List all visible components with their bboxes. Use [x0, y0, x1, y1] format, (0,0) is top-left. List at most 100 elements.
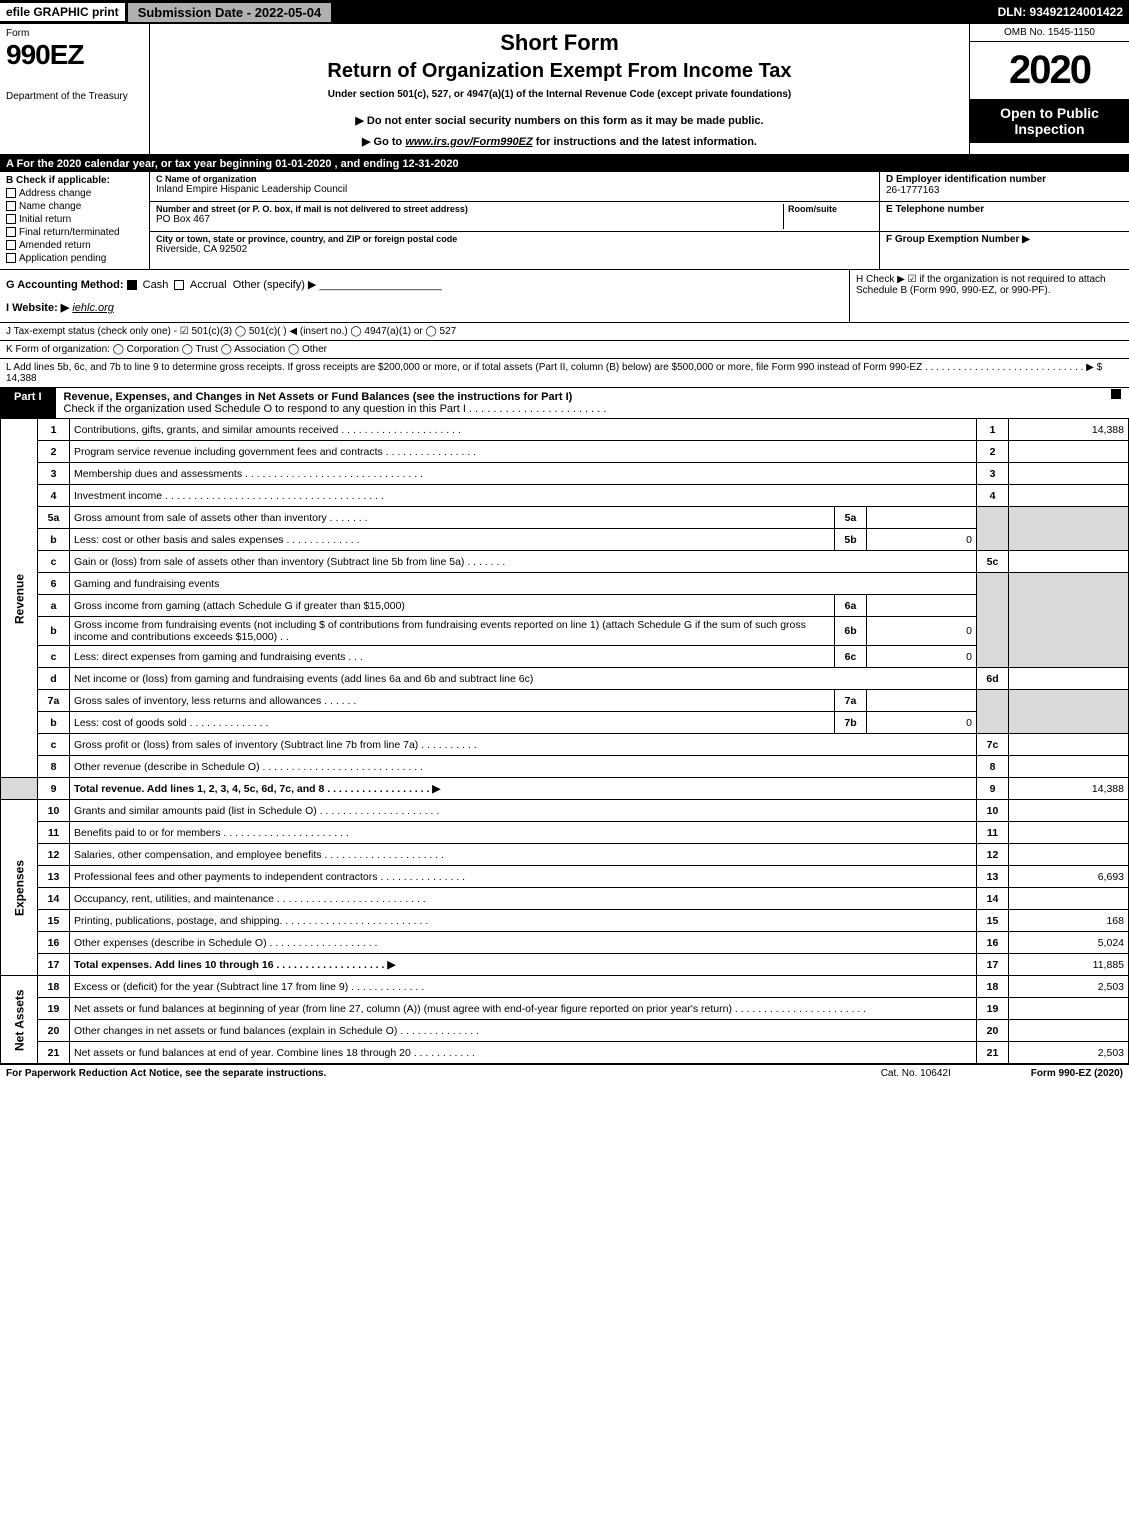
revenue-vert-label: Revenue [1, 419, 38, 778]
submission-date: Submission Date - 2022-05-04 [128, 3, 332, 22]
line-5c: cGain or (loss) from sale of assets othe… [1, 551, 1129, 573]
line-7c: cGross profit or (loss) from sales of in… [1, 734, 1129, 756]
footer-left: For Paperwork Reduction Act Notice, see … [6, 1068, 881, 1079]
line-6c: cLess: direct expenses from gaming and f… [1, 646, 1129, 668]
line-6a: aGross income from gaming (attach Schedu… [1, 595, 1129, 617]
line-3: 3Membership dues and assessments . . . .… [1, 463, 1129, 485]
room-label: Room/suite [788, 204, 873, 214]
addr-label: Number and street (or P. O. box, if mail… [156, 204, 783, 214]
row-l: L Add lines 5b, 6c, and 7b to line 9 to … [0, 359, 1129, 388]
line-5b: bLess: cost or other basis and sales exp… [1, 529, 1129, 551]
line-13: 13Professional fees and other payments t… [1, 866, 1129, 888]
line-6: 6Gaming and fundraising events [1, 573, 1129, 595]
line-15: 15Printing, publications, postage, and s… [1, 910, 1129, 932]
city-value: Riverside, CA 92502 [156, 244, 873, 255]
goto-pre: ▶ Go to [362, 136, 405, 148]
line-8: 8Other revenue (describe in Schedule O) … [1, 756, 1129, 778]
form-number: 990EZ [6, 39, 143, 71]
omb-number: OMB No. 1545-1150 [970, 24, 1129, 42]
checkbox-icon[interactable] [6, 214, 16, 224]
col-b-right: D Employer identification number 26-1777… [879, 172, 1129, 269]
checkbox-cash-icon[interactable] [127, 280, 137, 290]
open-public: Open to Public Inspection [970, 99, 1129, 143]
part1-checkbox[interactable] [1105, 388, 1129, 418]
part1-label: Part I [0, 388, 56, 418]
goto-post: for instructions and the latest informat… [533, 136, 757, 148]
footer-mid: Cat. No. 10642I [881, 1068, 951, 1079]
goto-link[interactable]: www.irs.gov/Form990EZ [405, 136, 532, 148]
line-21: 21Net assets or fund balances at end of … [1, 1042, 1129, 1064]
e-phone-block: E Telephone number [880, 202, 1129, 232]
dept-treasury: Department of the Treasury [6, 91, 143, 102]
f-label: F Group Exemption Number ▶ [886, 234, 1123, 245]
top-bar: efile GRAPHIC print Submission Date - 20… [0, 0, 1129, 24]
row-k: K Form of organization: ◯ Corporation ◯ … [0, 341, 1129, 359]
checkbox-icon[interactable] [6, 201, 16, 211]
part1-line-table: Revenue 1 Contributions, gifts, grants, … [0, 418, 1129, 1064]
part1-check-note: Check if the organization used Schedule … [64, 403, 607, 415]
line-6b: bGross income from fundraising events (n… [1, 617, 1129, 646]
footer-right: Form 990-EZ (2020) [1031, 1068, 1123, 1079]
line-6d: dNet income or (loss) from gaming and fu… [1, 668, 1129, 690]
line-a-bar: A For the 2020 calendar year, or tax yea… [0, 156, 1129, 172]
checkbox-icon[interactable] [6, 188, 16, 198]
expenses-vert-label: Expenses [1, 800, 38, 976]
line-7b: bLess: cost of goods sold . . . . . . . … [1, 712, 1129, 734]
form-word: Form [6, 28, 143, 39]
line-9: 9Total revenue. Add lines 1, 2, 3, 4, 5c… [1, 778, 1129, 800]
c-label: C Name of organization [156, 174, 873, 184]
section-b-block: B Check if applicable: Address change Na… [0, 172, 1129, 270]
return-title: Return of Organization Exempt From Incom… [156, 60, 963, 83]
ein-value: 26-1777163 [886, 185, 1123, 196]
line-4: 4Investment income . . . . . . . . . . .… [1, 485, 1129, 507]
row-l-text: L Add lines 5b, 6c, and 7b to line 9 to … [6, 362, 1094, 373]
netassets-vert-label: Net Assets [1, 976, 38, 1064]
line-19: 19Net assets or fund balances at beginni… [1, 998, 1129, 1020]
line-20: 20Other changes in net assets or fund ba… [1, 1020, 1129, 1042]
checkbox-icon[interactable] [6, 240, 16, 250]
f-group-block: F Group Exemption Number ▶ [880, 232, 1129, 262]
row-h: H Check ▶ ☑ if the organization is not r… [849, 270, 1129, 322]
part1-header: Part I Revenue, Expenses, and Changes in… [0, 388, 1129, 418]
short-form-title: Short Form [156, 30, 963, 56]
check-amended-return[interactable]: Amended return [6, 240, 143, 251]
page-footer: For Paperwork Reduction Act Notice, see … [0, 1064, 1129, 1082]
addr-block: Number and street (or P. O. box, if mail… [150, 202, 879, 232]
addr-value: PO Box 467 [156, 214, 783, 225]
city-label: City or town, state or province, country… [156, 234, 873, 244]
checkbox-accrual-icon[interactable] [174, 280, 184, 290]
row-j: J Tax-exempt status (check only one) - ☑… [0, 323, 1129, 341]
g-label: G Accounting Method: [6, 279, 124, 291]
check-name-change[interactable]: Name change [6, 201, 143, 212]
efile-label: efile GRAPHIC print [0, 3, 125, 21]
checkbox-icon[interactable] [6, 227, 16, 237]
line-17: 17Total expenses. Add lines 10 through 1… [1, 954, 1129, 976]
line-16: 16Other expenses (describe in Schedule O… [1, 932, 1129, 954]
check-application-pending[interactable]: Application pending [6, 253, 143, 264]
org-name: Inland Empire Hispanic Leadership Counci… [156, 184, 873, 195]
col-b-mid: C Name of organization Inland Empire His… [150, 172, 879, 269]
checkbox-icon[interactable] [6, 253, 16, 263]
i-label: I Website: ▶ [6, 302, 69, 314]
line-11: 11Benefits paid to or for members . . . … [1, 822, 1129, 844]
checkbox-icon[interactable] [1111, 389, 1121, 399]
row-g-h: G Accounting Method: Cash Accrual Other … [0, 270, 1129, 323]
line-5a: 5aGross amount from sale of assets other… [1, 507, 1129, 529]
e-label: E Telephone number [886, 204, 1123, 215]
line-7a: 7aGross sales of inventory, less returns… [1, 690, 1129, 712]
line-10: Expenses 10Grants and similar amounts pa… [1, 800, 1129, 822]
check-final-return[interactable]: Final return/terminated [6, 227, 143, 238]
check-address-change[interactable]: Address change [6, 188, 143, 199]
line-a-text: A For the 2020 calendar year, or tax yea… [6, 158, 459, 170]
header-right: OMB No. 1545-1150 2020 Open to Public In… [969, 24, 1129, 154]
website-value[interactable]: iehlc.org [72, 302, 114, 314]
header-subtitle: Under section 501(c), 527, or 4947(a)(1)… [156, 89, 963, 100]
check-initial-return[interactable]: Initial return [6, 214, 143, 225]
city-block: City or town, state or province, country… [150, 232, 879, 262]
d-label: D Employer identification number [886, 174, 1123, 185]
line-12: 12Salaries, other compensation, and empl… [1, 844, 1129, 866]
b-label: B Check if applicable: [6, 175, 143, 186]
line-14: 14Occupancy, rent, utilities, and mainte… [1, 888, 1129, 910]
dln-label: DLN: 93492124001422 [998, 5, 1129, 19]
form-header: Form 990EZ Department of the Treasury Sh… [0, 24, 1129, 156]
